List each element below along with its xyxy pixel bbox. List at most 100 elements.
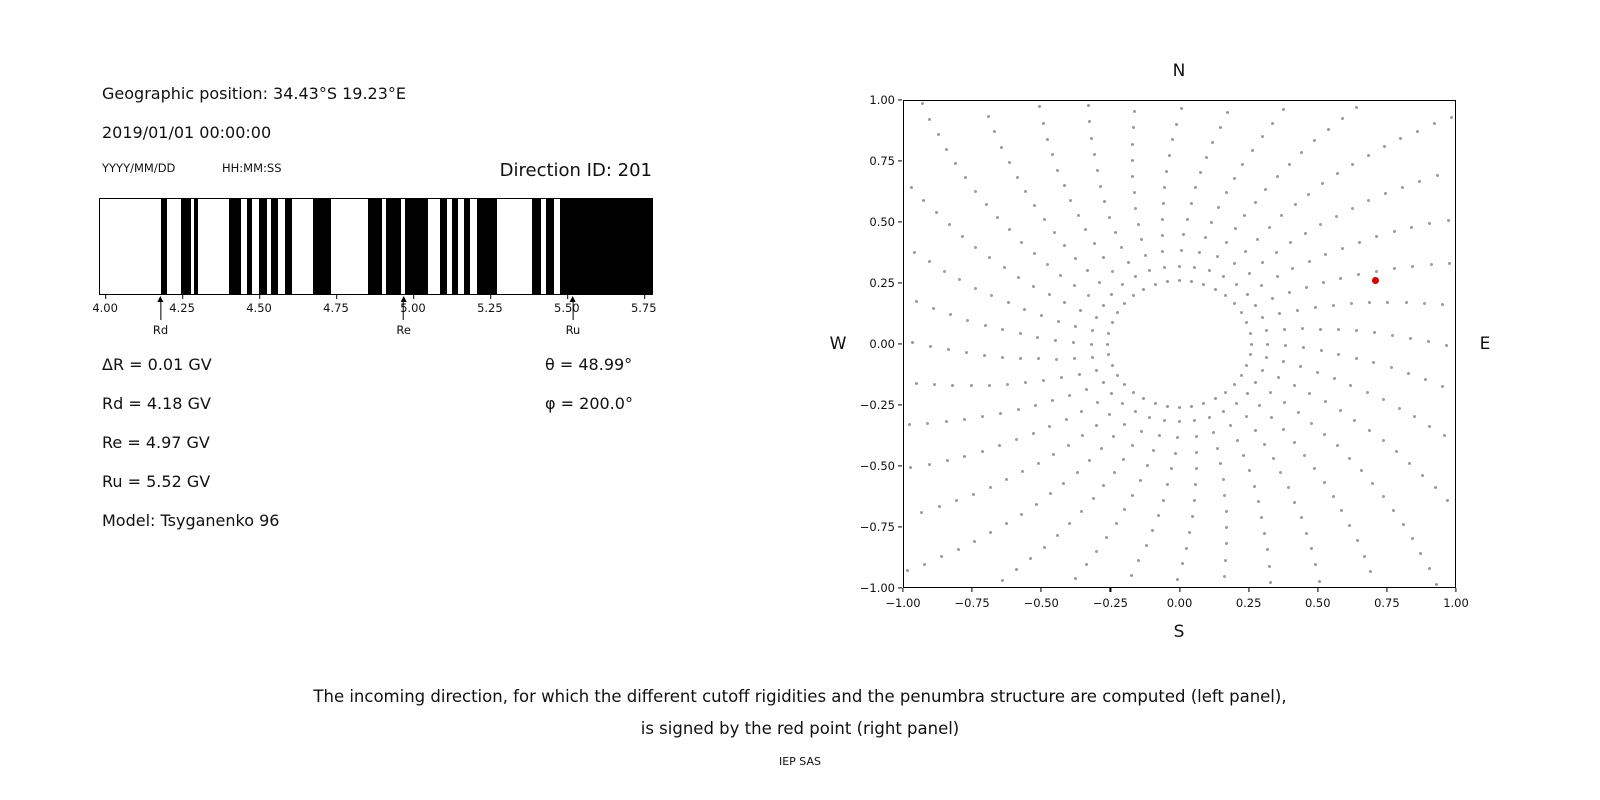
gray-point bbox=[1260, 135, 1264, 139]
gray-point bbox=[1032, 252, 1036, 256]
gray-point bbox=[1178, 420, 1181, 424]
gray-point bbox=[1194, 186, 1198, 190]
gray-point bbox=[1441, 303, 1445, 307]
gray-point bbox=[1213, 287, 1217, 291]
penumbra-x-tick-label: 5.25 bbox=[477, 294, 503, 315]
gray-point bbox=[1242, 454, 1246, 458]
gray-point bbox=[1062, 481, 1066, 485]
gray-point bbox=[923, 562, 927, 566]
gray-point bbox=[1224, 294, 1228, 298]
gray-point bbox=[1267, 225, 1271, 229]
gray-point bbox=[1161, 250, 1165, 254]
gray-point bbox=[1202, 401, 1206, 405]
gray-point bbox=[1179, 106, 1183, 110]
gray-point bbox=[1445, 344, 1449, 348]
gray-point bbox=[1189, 201, 1193, 205]
gray-point bbox=[1415, 129, 1419, 133]
gray-point bbox=[1350, 206, 1354, 210]
gray-point bbox=[1427, 340, 1431, 344]
gray-point bbox=[928, 117, 932, 121]
gray-point bbox=[1094, 423, 1098, 427]
gray-point bbox=[1017, 275, 1021, 279]
red-point bbox=[1371, 277, 1379, 285]
gray-point bbox=[1248, 353, 1252, 357]
gray-point bbox=[1033, 204, 1037, 208]
gray-point bbox=[1084, 228, 1088, 232]
gray-point bbox=[1180, 562, 1184, 566]
gray-point bbox=[1253, 200, 1257, 204]
y-tick-mark bbox=[898, 282, 902, 284]
gray-point bbox=[945, 147, 949, 151]
gray-point bbox=[1340, 509, 1344, 513]
gray-point bbox=[1211, 140, 1215, 144]
gray-point bbox=[1105, 536, 1109, 540]
y-tick-label: 1.00 bbox=[869, 93, 895, 107]
gray-point bbox=[951, 383, 955, 387]
gray-point bbox=[1399, 137, 1402, 141]
gray-point bbox=[1243, 213, 1247, 217]
gray-point bbox=[1198, 250, 1202, 254]
gray-point bbox=[1355, 539, 1359, 543]
gray-point bbox=[1318, 579, 1322, 583]
forbidden-band bbox=[258, 199, 267, 294]
gray-point bbox=[1134, 206, 1138, 210]
gray-point bbox=[1131, 126, 1135, 130]
gray-point bbox=[1115, 310, 1119, 314]
gray-point bbox=[1240, 310, 1244, 314]
gray-point bbox=[1389, 366, 1393, 370]
gray-point bbox=[1212, 430, 1216, 434]
gray-point bbox=[1015, 175, 1019, 179]
gray-point bbox=[1264, 328, 1268, 332]
gray-point bbox=[1331, 494, 1335, 498]
forbidden-band bbox=[284, 199, 292, 294]
penumbra-x-tick-label: 5.00 bbox=[400, 294, 426, 315]
gray-point bbox=[1323, 253, 1327, 257]
gray-point bbox=[1106, 342, 1110, 346]
gray-point bbox=[989, 531, 993, 535]
gray-point bbox=[1275, 175, 1279, 179]
gray-point bbox=[1281, 428, 1285, 432]
gray-point bbox=[1203, 235, 1207, 239]
gray-point bbox=[1165, 404, 1169, 408]
x-tick-mark bbox=[1455, 588, 1457, 592]
gray-point bbox=[1268, 390, 1272, 394]
x-tick-label: −0.50 bbox=[1023, 596, 1059, 610]
gray-point bbox=[1323, 400, 1327, 404]
y-tick-mark bbox=[898, 99, 902, 101]
gray-point bbox=[1222, 275, 1226, 279]
gray-point bbox=[998, 444, 1002, 448]
gray-point bbox=[1229, 424, 1233, 428]
penumbra-x-tick-label: 5.75 bbox=[630, 294, 657, 315]
gray-point bbox=[1019, 512, 1023, 516]
gray-point bbox=[1381, 439, 1385, 443]
gray-point bbox=[1244, 415, 1248, 419]
penumbra-x-tick-label: 4.50 bbox=[246, 294, 272, 315]
gray-point bbox=[1368, 570, 1372, 574]
gray-point bbox=[1056, 319, 1060, 323]
gray-point bbox=[1110, 320, 1114, 324]
gray-point bbox=[1153, 283, 1157, 287]
gray-point bbox=[1279, 471, 1283, 475]
south-label: S bbox=[1173, 622, 1185, 642]
gray-point bbox=[905, 569, 909, 573]
gray-point bbox=[1337, 352, 1341, 356]
gray-point bbox=[1274, 251, 1278, 255]
gray-point bbox=[1428, 424, 1432, 428]
gray-point bbox=[1131, 443, 1135, 447]
gray-point bbox=[1145, 464, 1149, 468]
gray-point bbox=[1114, 522, 1118, 526]
gray-point bbox=[1045, 263, 1049, 267]
gray-point bbox=[1115, 374, 1119, 378]
gray-point bbox=[1080, 509, 1084, 513]
gray-point bbox=[1110, 392, 1114, 396]
y-tick-mark bbox=[898, 465, 902, 467]
gray-point bbox=[1194, 434, 1198, 438]
gray-point bbox=[1372, 361, 1376, 365]
gray-point bbox=[934, 211, 938, 215]
gray-point bbox=[1167, 154, 1171, 158]
gray-point bbox=[1153, 401, 1157, 405]
gray-point bbox=[912, 250, 916, 254]
gray-point bbox=[1001, 328, 1005, 332]
gray-point bbox=[1173, 451, 1177, 455]
gray-point bbox=[1042, 545, 1046, 549]
